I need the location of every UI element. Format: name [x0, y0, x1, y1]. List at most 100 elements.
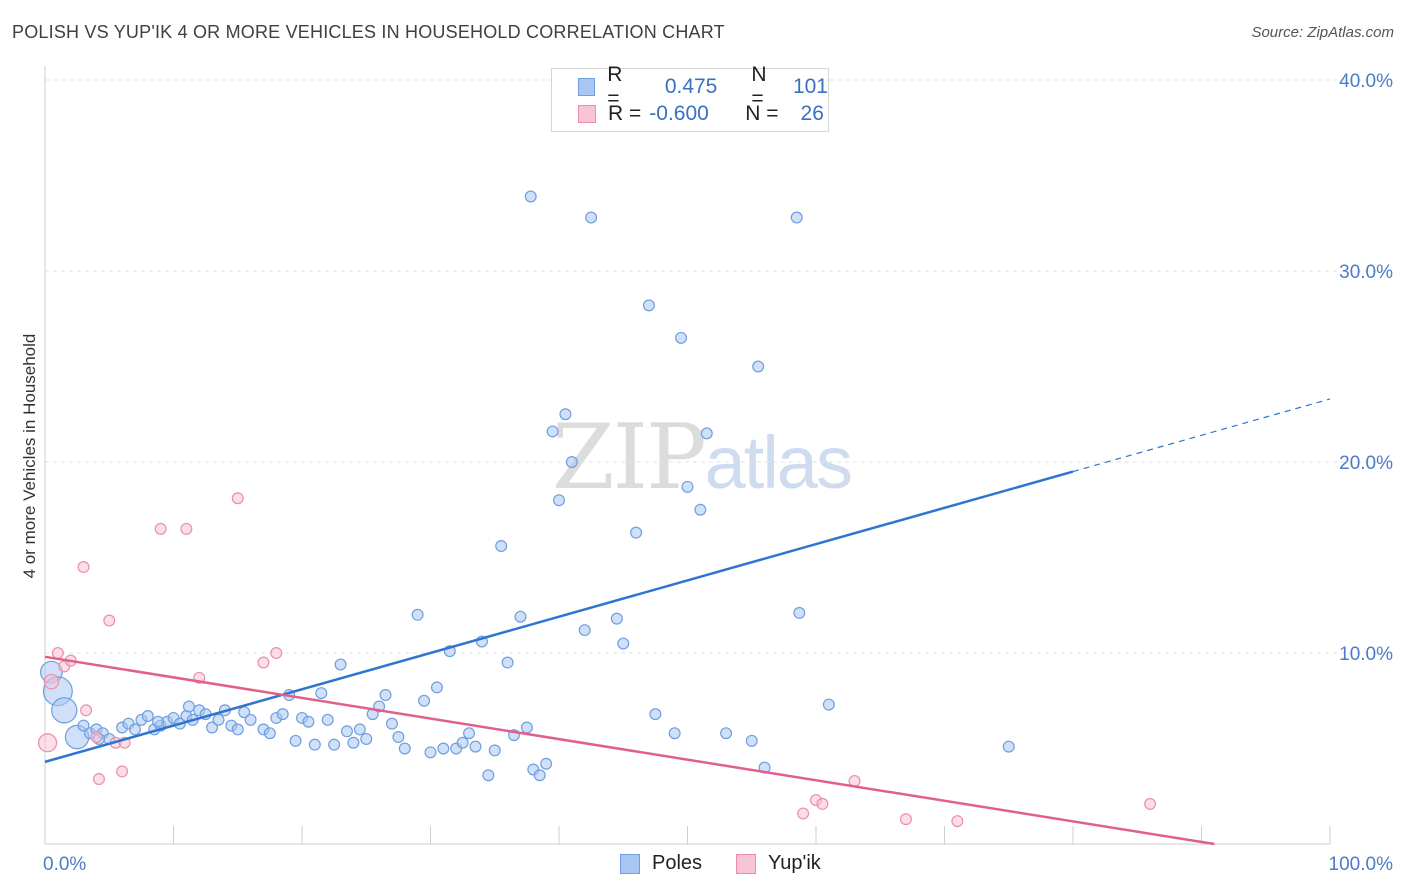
poles-point: [398, 742, 411, 755]
y-tick-label: 10.0%: [1339, 644, 1393, 665]
poles-point: [77, 719, 90, 732]
poles-point: [533, 769, 546, 782]
poles-point: [610, 612, 623, 625]
series-swatch-yupik: [736, 853, 757, 874]
poles-point: [495, 540, 508, 553]
poles-point: [437, 742, 450, 755]
x-tick-label: 100.0%: [1329, 854, 1394, 875]
series-legend-poles[interactable]: Poles: [620, 852, 702, 875]
poles-point: [1002, 740, 1015, 753]
legend-n-label: N =: [751, 63, 767, 110]
poles-point: [790, 211, 803, 224]
poles-point: [411, 608, 424, 621]
source-label: Source: ZipAtlas.com: [1251, 24, 1394, 41]
series-label-yupik: Yup'ik: [768, 852, 821, 874]
yupik-point: [80, 704, 93, 717]
poles-point: [315, 687, 328, 700]
yupik-point: [899, 813, 912, 826]
yupik-point: [797, 807, 810, 820]
legend-r-label: R =: [607, 63, 623, 110]
poles-point: [822, 698, 835, 711]
poles-point: [321, 713, 334, 726]
poles-point: [231, 723, 244, 736]
legend-row-yupik: R = -0.600 N = 26: [578, 102, 824, 126]
poles-point: [745, 734, 758, 747]
poles-point: [514, 610, 527, 623]
poles-point: [334, 658, 347, 671]
yupik-point: [270, 646, 283, 659]
poles-point: [353, 723, 366, 736]
y-axis-label: 4 or more Vehicles in Household: [20, 334, 39, 579]
poles-point: [263, 727, 276, 740]
poles-point: [244, 713, 257, 726]
poles-point: [308, 738, 321, 751]
poles-point: [524, 190, 537, 203]
x-tick-label: 0.0%: [43, 854, 86, 875]
poles-point: [302, 715, 315, 728]
poles-point: [559, 408, 572, 421]
series-swatch-poles: [620, 853, 640, 874]
poles-point: [152, 715, 165, 728]
poles-point: [793, 606, 806, 619]
poles-point: [565, 456, 578, 469]
poles-point: [463, 727, 476, 740]
yupik-point: [951, 815, 964, 828]
yupik-point: [180, 522, 193, 535]
poles-point: [469, 740, 482, 753]
poles-point: [501, 656, 514, 669]
series-label-poles: Poles: [652, 852, 703, 874]
legend-swatch-yupik: [578, 105, 596, 123]
poles-point: [276, 708, 289, 721]
poles-point: [212, 713, 225, 726]
correlation-legend: R = 0.475 N = 101 R = -0.600 N = 26: [551, 63, 829, 132]
poles-point: [720, 727, 733, 740]
poles-point: [141, 710, 154, 723]
series-legend-yupik[interactable]: Yup'ik: [736, 852, 821, 875]
legend-n-value: 101: [792, 75, 828, 98]
poles-point: [379, 689, 392, 702]
poles-point: [585, 211, 598, 224]
legend-row-poles: R = 0.475 N = 101: [578, 63, 828, 110]
poles-point: [430, 681, 443, 694]
poles-point: [482, 769, 495, 782]
poles-point: [51, 697, 78, 724]
poles-point: [668, 727, 681, 740]
poles-point: [617, 637, 630, 650]
poles-point: [289, 734, 302, 747]
poles-point: [578, 624, 591, 637]
poles-point: [675, 331, 688, 344]
poles-point: [360, 732, 373, 745]
poles-point: [681, 480, 694, 493]
y-tick-label: 40.0%: [1339, 71, 1393, 92]
legend-swatch-poles: [578, 78, 596, 96]
poles-point: [488, 744, 501, 757]
poles-point: [182, 700, 195, 713]
poles-point: [340, 725, 353, 738]
legend-n-label: N =: [745, 102, 779, 125]
yupik-point: [77, 561, 90, 574]
poles-point: [752, 360, 765, 373]
chart-title: POLISH VS YUP'IK 4 OR MORE VEHICLES IN H…: [12, 22, 725, 42]
poles-point: [456, 736, 469, 749]
poles-point: [546, 425, 559, 438]
poles-point: [128, 723, 141, 736]
poles-point: [552, 494, 565, 507]
yupik-point: [116, 765, 129, 778]
poles-point: [424, 746, 437, 759]
poles-trend-extension: [1072, 398, 1331, 473]
yupik-point: [231, 492, 244, 505]
y-tick-label: 20.0%: [1339, 453, 1393, 474]
yupik-point: [257, 656, 270, 669]
series-legend: Poles Yup'ik: [620, 852, 855, 875]
poles-point: [418, 694, 431, 707]
y-tick-label: 30.0%: [1339, 262, 1393, 283]
yupik-point: [92, 773, 105, 786]
yupik-point: [43, 673, 60, 690]
poles-point: [520, 721, 533, 734]
poles-point: [642, 299, 655, 312]
poles-point: [328, 738, 341, 751]
poles-point: [206, 721, 219, 734]
poles-trend-line: [44, 470, 1074, 764]
yupik-point: [90, 731, 103, 744]
